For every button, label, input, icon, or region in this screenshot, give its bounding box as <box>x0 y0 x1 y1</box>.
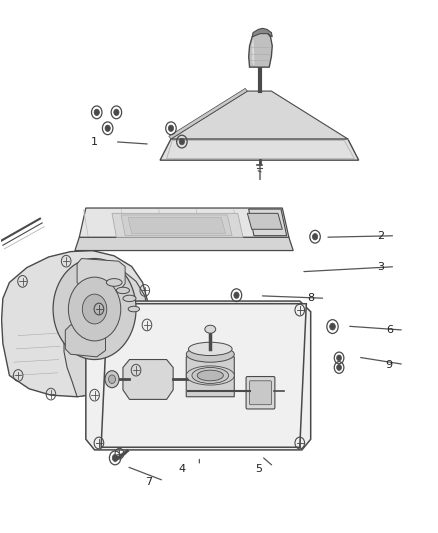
Circle shape <box>330 323 336 330</box>
Polygon shape <box>160 139 359 160</box>
Polygon shape <box>169 88 247 139</box>
Circle shape <box>94 109 99 116</box>
Circle shape <box>337 365 342 370</box>
Polygon shape <box>112 213 243 237</box>
Polygon shape <box>2 251 148 397</box>
Polygon shape <box>123 360 173 399</box>
Polygon shape <box>247 213 283 229</box>
Circle shape <box>105 125 110 132</box>
Circle shape <box>168 125 173 132</box>
Ellipse shape <box>117 287 130 294</box>
Polygon shape <box>171 91 348 139</box>
Polygon shape <box>77 259 125 292</box>
Polygon shape <box>64 262 148 397</box>
Ellipse shape <box>197 370 223 381</box>
Ellipse shape <box>205 325 216 333</box>
Text: 8: 8 <box>307 293 314 303</box>
Circle shape <box>109 375 116 383</box>
Polygon shape <box>121 215 232 236</box>
Ellipse shape <box>186 346 234 362</box>
Polygon shape <box>75 237 293 251</box>
Text: 7: 7 <box>145 477 153 487</box>
Polygon shape <box>128 217 226 233</box>
Text: 9: 9 <box>386 360 393 370</box>
Polygon shape <box>86 301 311 450</box>
Circle shape <box>53 259 136 360</box>
FancyBboxPatch shape <box>246 376 275 409</box>
Ellipse shape <box>106 279 122 286</box>
Polygon shape <box>65 325 106 357</box>
Ellipse shape <box>123 295 136 302</box>
Ellipse shape <box>192 368 229 383</box>
Circle shape <box>234 292 239 298</box>
Ellipse shape <box>128 306 140 312</box>
Circle shape <box>112 455 118 462</box>
Text: 6: 6 <box>386 325 393 335</box>
Circle shape <box>179 139 184 145</box>
Text: 2: 2 <box>377 231 384 241</box>
Circle shape <box>337 355 342 361</box>
Text: 3: 3 <box>377 262 384 271</box>
Polygon shape <box>186 349 234 397</box>
Text: 5: 5 <box>255 464 262 473</box>
Polygon shape <box>252 28 272 37</box>
Polygon shape <box>249 209 287 236</box>
Ellipse shape <box>186 366 234 385</box>
Circle shape <box>68 277 121 341</box>
Circle shape <box>312 233 318 240</box>
Text: 1: 1 <box>91 136 98 147</box>
Circle shape <box>114 109 119 116</box>
Polygon shape <box>249 30 272 67</box>
Polygon shape <box>79 208 289 237</box>
Circle shape <box>105 370 119 387</box>
Text: 4: 4 <box>178 464 185 473</box>
Circle shape <box>82 294 107 324</box>
Ellipse shape <box>188 342 232 356</box>
FancyBboxPatch shape <box>250 381 272 405</box>
Polygon shape <box>101 304 306 447</box>
